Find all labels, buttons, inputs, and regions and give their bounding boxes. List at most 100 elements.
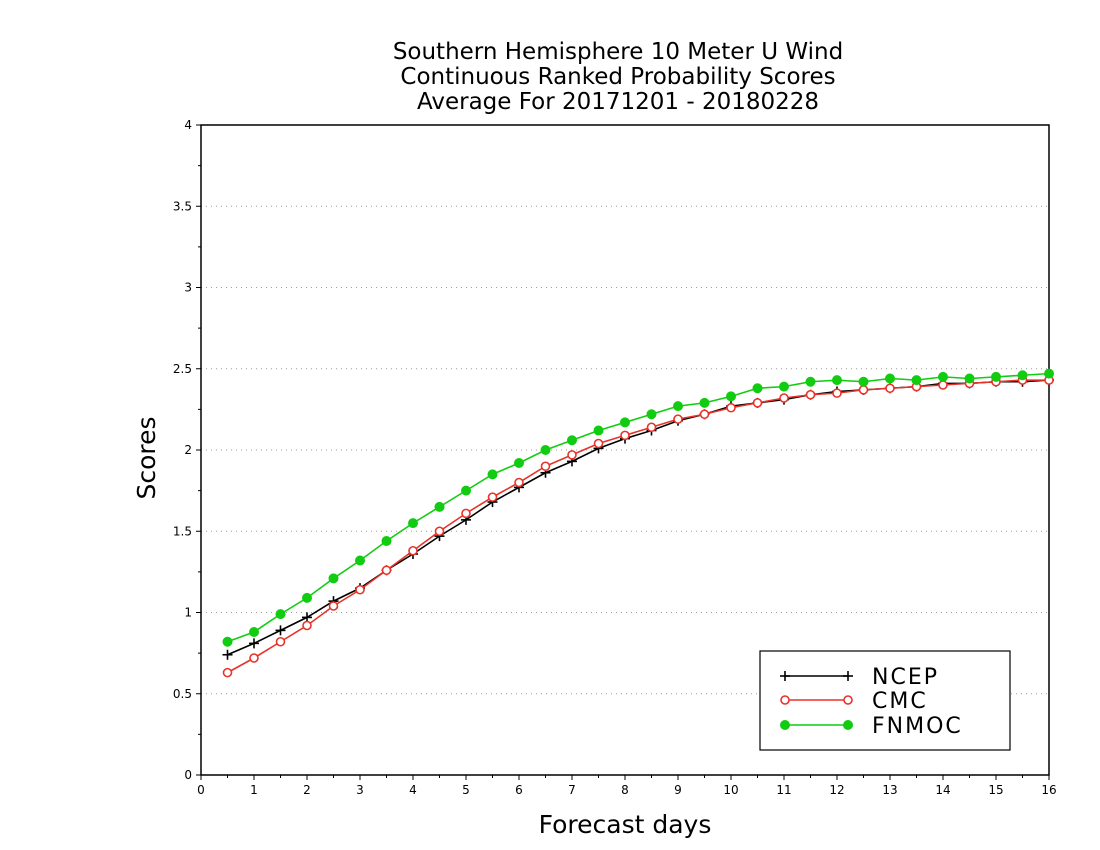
data-point-fnmoc [328, 573, 339, 584]
data-point-cmc [540, 461, 551, 472]
x-tick-label: 16 [1041, 783, 1056, 797]
data-point-cmc [381, 565, 392, 576]
data-point-fnmoc [222, 636, 233, 647]
data-point-cmc [567, 450, 577, 460]
data-point-fnmoc [355, 555, 365, 566]
x-tick-label: 11 [776, 783, 791, 797]
data-point-fnmoc [487, 469, 498, 480]
data-point-cmc [434, 526, 445, 537]
data-point-ncep [275, 625, 286, 636]
legend-label-ncep: NCEP [872, 665, 939, 690]
data-point-ncep [249, 638, 259, 649]
data-point-fnmoc [699, 397, 710, 408]
x-tick-label: 3 [356, 783, 364, 797]
data-point-ncep [222, 649, 233, 660]
data-point-cmc [752, 398, 763, 408]
series-lines [222, 368, 1054, 678]
y-tick-label: 3.5 [173, 199, 192, 213]
x-tick-label: 10 [723, 783, 738, 797]
data-point-cmc [832, 388, 842, 398]
y-axis-ticks: 0 0.5 1 1.5 2 2.5 3 3.5 4 [173, 118, 201, 782]
data-point-cmc [514, 477, 524, 488]
y-tick-label: 1.5 [173, 524, 192, 538]
data-point-fnmoc [620, 417, 630, 428]
data-point-fnmoc [938, 371, 948, 382]
y-tick-label: 1 [184, 606, 192, 620]
x-axis-ticks: 0 1 2 3 4 5 6 7 8 9 10 11 12 13 14 15 16 [197, 775, 1057, 797]
data-point-cmc [726, 402, 736, 413]
data-point-cmc [620, 430, 630, 441]
y-tick-label: 2 [184, 443, 192, 457]
y-tick-label: 3 [184, 281, 192, 295]
chart-title-line-2: Continuous Ranked Probability Scores [400, 64, 835, 90]
x-tick-label: 2 [303, 783, 311, 797]
x-tick-label: 4 [409, 783, 417, 797]
legend-marker-ncep [780, 671, 790, 681]
chart-title-line-3: Average For 20171201 - 20180228 [417, 89, 819, 115]
legend-label-cmc: CMC [872, 689, 928, 714]
data-point-fnmoc [991, 371, 1001, 382]
legend-label-fnmoc: FNMOC [872, 714, 963, 739]
y-tick-label: 0.5 [173, 687, 192, 701]
x-tick-label: 9 [674, 783, 682, 797]
series-cmc [222, 375, 1054, 678]
data-point-fnmoc [832, 375, 842, 386]
data-point-cmc [593, 438, 604, 449]
data-point-fnmoc [302, 592, 312, 603]
data-point-fnmoc [858, 376, 869, 387]
x-tick-label: 6 [515, 783, 523, 797]
data-point-fnmoc [381, 536, 392, 546]
data-point-cmc [646, 422, 657, 433]
data-point-cmc [302, 620, 312, 631]
legend-marker-fnmoc [780, 720, 790, 730]
data-point-fnmoc [805, 376, 816, 387]
x-tick-label: 7 [568, 783, 576, 797]
data-point-fnmoc [408, 518, 418, 529]
chart-title-line-1: Southern Hemisphere 10 Meter U Wind [393, 39, 843, 65]
data-point-cmc [938, 380, 948, 390]
series-line-cmc [227, 379, 1049, 674]
data-point-cmc [805, 389, 816, 400]
data-point-fnmoc [567, 435, 577, 446]
series-line-ncep [227, 379, 1050, 656]
data-point-cmc [355, 584, 365, 595]
data-point-fnmoc [752, 383, 763, 394]
y-tick-label: 2.5 [173, 362, 192, 376]
x-tick-label: 1 [250, 783, 258, 797]
data-point-fnmoc [779, 381, 789, 392]
data-point-cmc [408, 545, 418, 556]
data-point-cmc [673, 414, 683, 424]
y-tick-label: 0 [184, 768, 192, 782]
data-point-cmc [222, 667, 233, 678]
data-point-cmc [328, 601, 339, 611]
x-tick-label: 8 [621, 783, 629, 797]
data-point-fnmoc [434, 501, 445, 512]
legend-marker-ncep [843, 671, 853, 681]
data-point-fnmoc [646, 409, 657, 420]
x-tick-label: 15 [988, 783, 1003, 797]
x-tick-label: 5 [462, 783, 470, 797]
data-point-fnmoc [461, 485, 471, 496]
data-point-fnmoc [275, 609, 286, 620]
data-point-cmc [779, 393, 789, 403]
data-point-cmc [699, 409, 710, 420]
legend-marker-cmc [843, 695, 853, 705]
data-point-fnmoc [673, 401, 683, 412]
y-axis-label: Scores [132, 416, 161, 499]
data-point-cmc [275, 636, 286, 647]
data-point-cmc [461, 508, 471, 519]
grid-lines [201, 205, 1049, 695]
chart-title: Southern Hemisphere 10 Meter U WindConti… [393, 39, 843, 115]
data-point-cmc [858, 385, 869, 395]
data-point-fnmoc [540, 445, 551, 455]
x-tick-label: 13 [882, 783, 897, 797]
data-point-fnmoc [593, 425, 604, 436]
data-point-cmc [885, 383, 895, 394]
x-axis-label: Forecast days [539, 810, 712, 839]
data-point-cmc [249, 653, 259, 663]
x-tick-label: 0 [197, 783, 205, 797]
series-line-fnmoc [227, 372, 1050, 643]
data-point-fnmoc [964, 373, 975, 384]
